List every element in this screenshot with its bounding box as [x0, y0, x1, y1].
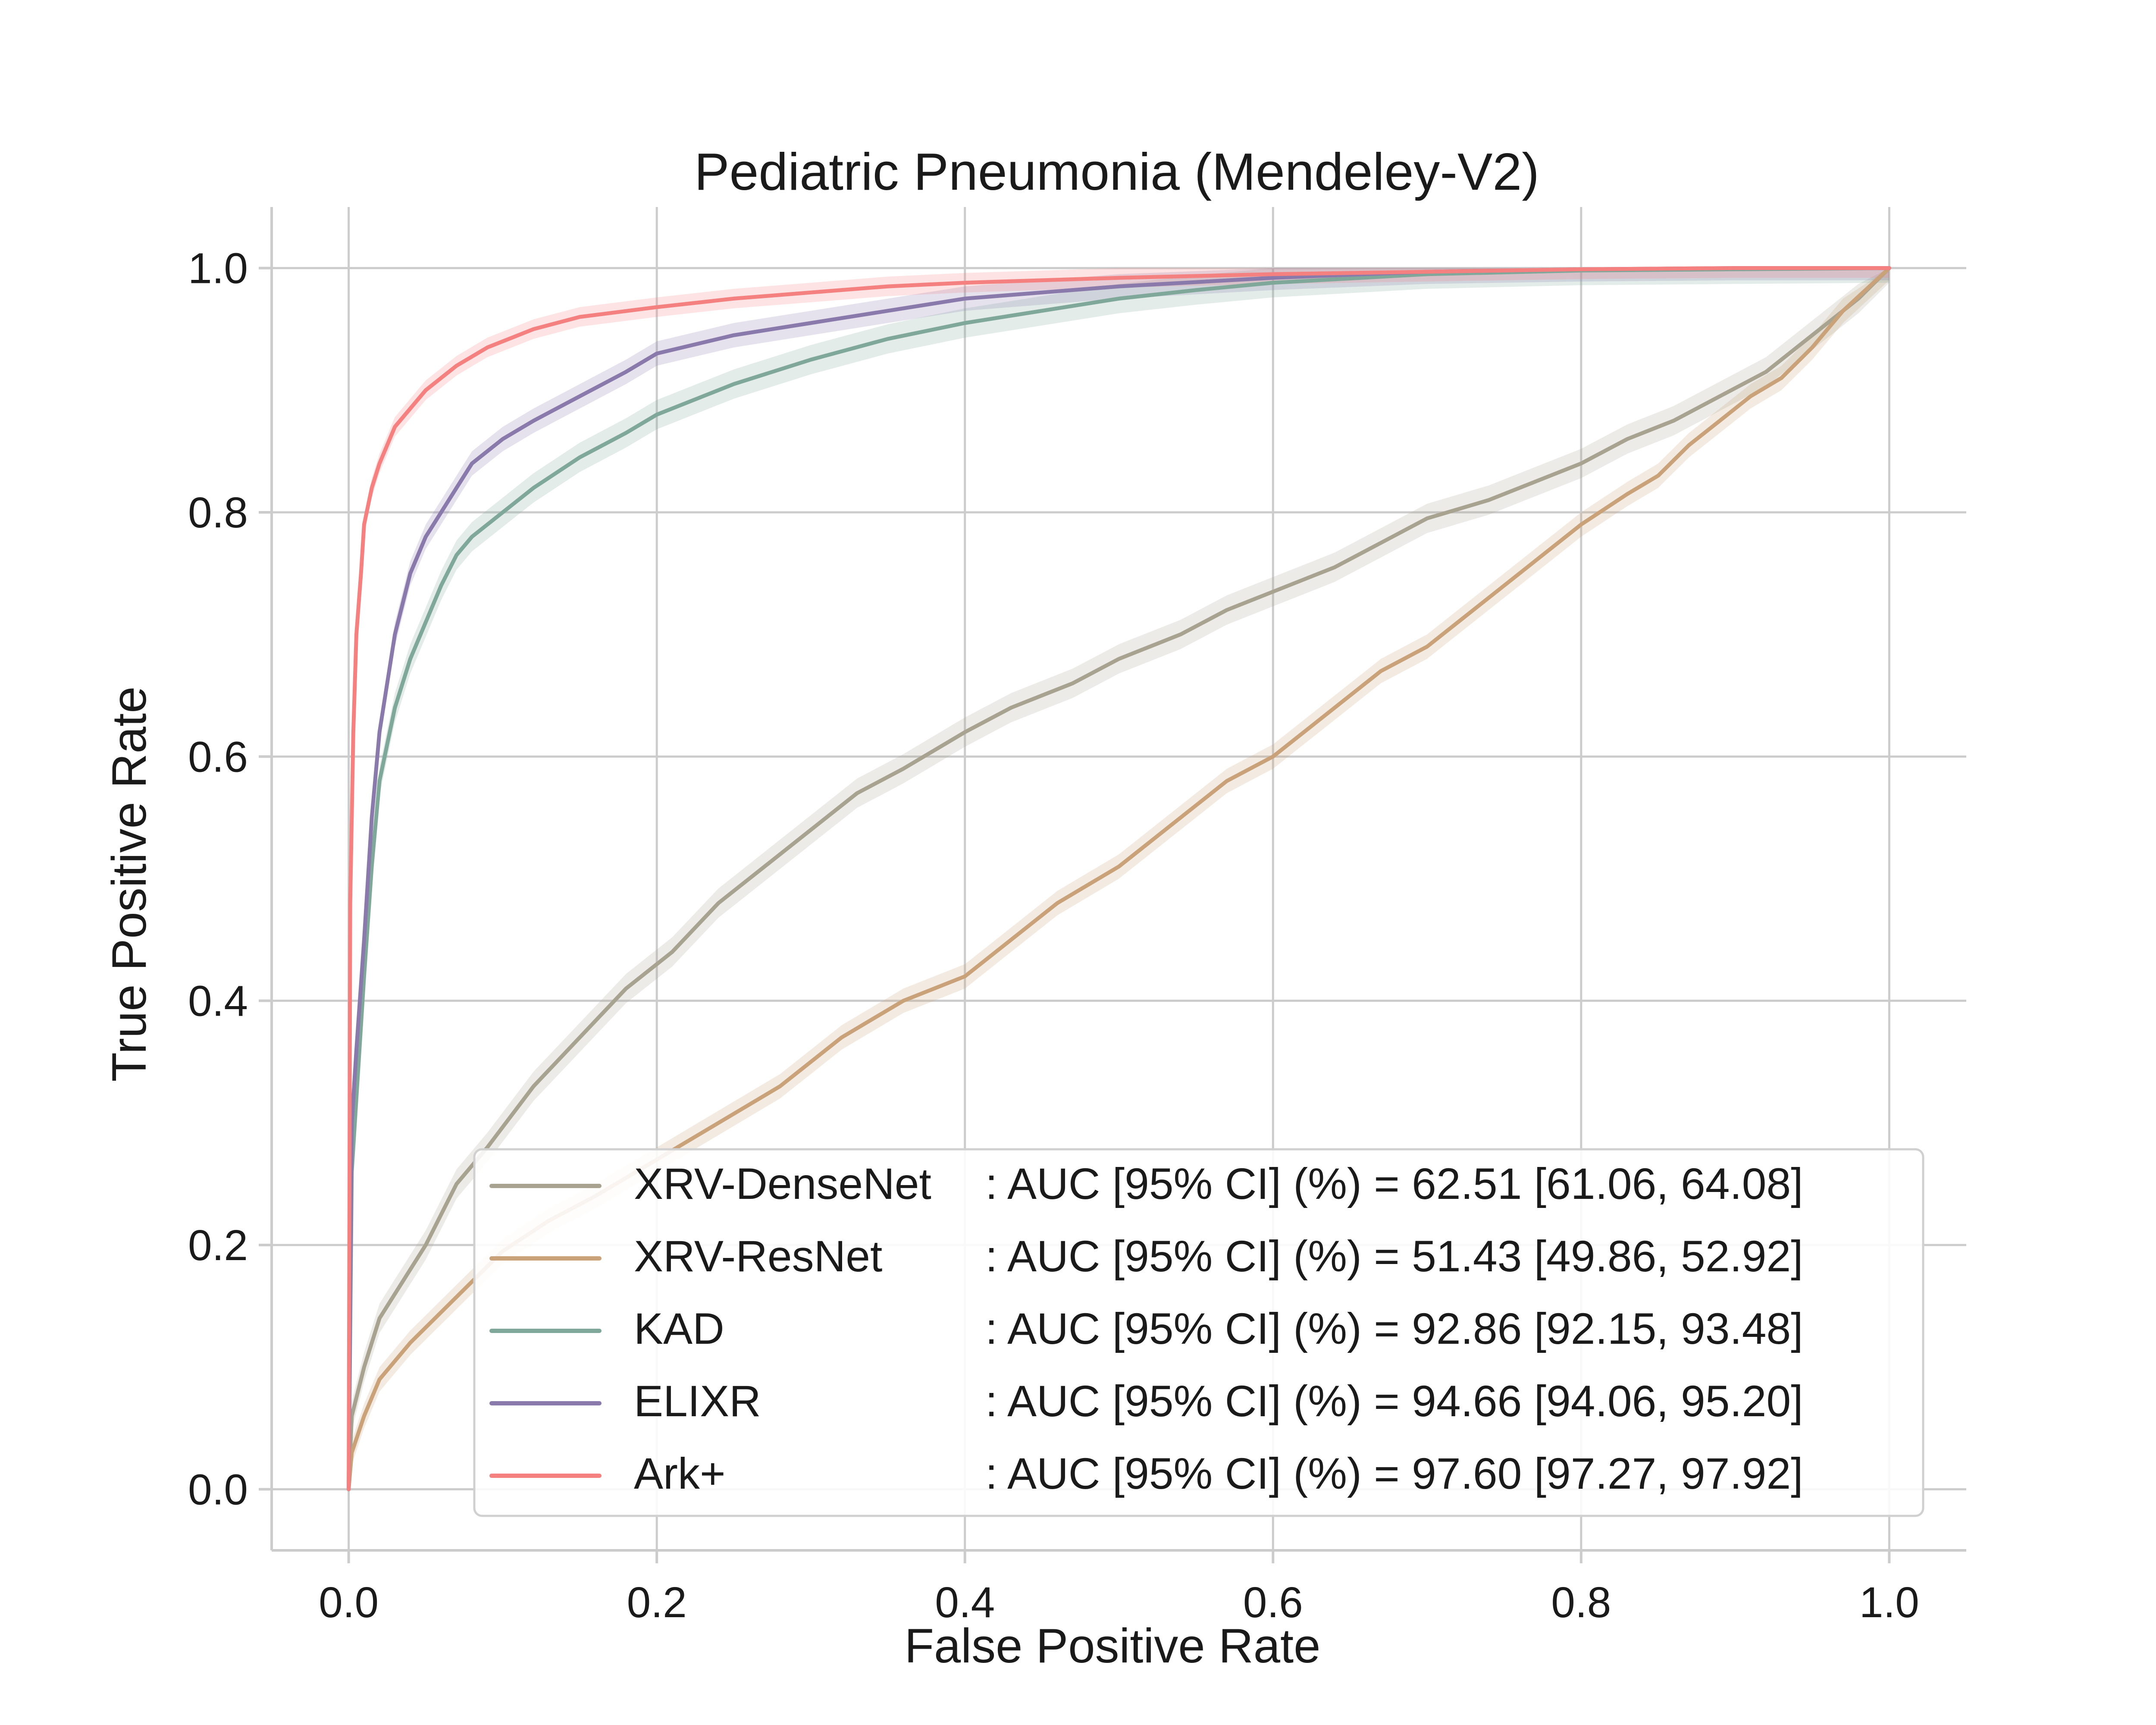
legend-auc-xrv-densenet: : AUC [95% CI] (%) = 62.51 [61.06, 64.08… [985, 1159, 1803, 1208]
roc-curves [347, 266, 1891, 1491]
legend: XRV-DenseNet : AUC [95% CI] (%) = 62.51 [… [473, 1148, 1924, 1517]
legend-label-kad: KAD [634, 1304, 724, 1353]
x-axis-label: False Positive Rate [905, 1619, 1321, 1673]
y-tick-label-1: 0.2 [188, 1221, 248, 1270]
ark-roc-curve [347, 266, 1891, 1491]
axes-spines [270, 207, 1966, 1552]
axis-ticks: 0.0 0.2 0.4 0.6 0.8 1.0 0.0 0.2 0.4 0.6 0.8 1.0 [188, 245, 1919, 1627]
legend-auc-elixr: : AUC [95% CI] (%) = 94.66 [94.06, 95.20… [985, 1377, 1803, 1426]
x-tick-label-2: 0.4 [935, 1578, 995, 1627]
xrv-resnet-ci-band [348, 268, 1890, 1490]
y-tick-label-2: 0.4 [188, 977, 248, 1026]
y-tick-label-0: 0.0 [188, 1465, 248, 1514]
x-tick-label-1: 0.2 [627, 1578, 687, 1627]
y-tick-label-4: 0.8 [188, 489, 248, 537]
y-tick-label-3: 0.6 [188, 733, 248, 781]
y-tick-label-5: 1.0 [188, 245, 248, 293]
legend-label-xrv-resnet: XRV-ResNet [634, 1232, 882, 1281]
legend-entries: XRV-DenseNet : AUC [95% CI] (%) = 62.51 [… [489, 1159, 1803, 1498]
legend-frame [473, 1148, 1924, 1517]
legend-auc-kad: : AUC [95% CI] (%) = 92.86 [92.15, 93.48… [985, 1304, 1803, 1353]
elixr-roc-curve [347, 266, 1891, 1491]
legend-label-xrv-densenet: XRV-DenseNet [634, 1159, 931, 1208]
x-tick-label-0: 0.0 [319, 1578, 379, 1627]
legend-label-ark: Ark+ [634, 1449, 726, 1498]
legend-label-elixr: ELIXR [634, 1377, 761, 1426]
x-tick-label-4: 0.8 [1551, 1578, 1611, 1627]
chart-title: Pediatric Pneumonia (Mendeley-V2) [694, 142, 1539, 201]
x-tick-label-3: 0.6 [1243, 1578, 1303, 1627]
legend-auc-ark: : AUC [95% CI] (%) = 97.60 [97.27, 97.92… [985, 1449, 1803, 1498]
legend-auc-xrv-resnet: : AUC [95% CI] (%) = 51.43 [49.86, 52.92… [985, 1232, 1803, 1281]
x-tick-label-5: 1.0 [1859, 1578, 1919, 1627]
kad-roc-curve [347, 266, 1891, 1491]
y-axis-label: True Positive Rate [102, 686, 156, 1082]
xrv-densenet-roc-curve [347, 266, 1891, 1491]
